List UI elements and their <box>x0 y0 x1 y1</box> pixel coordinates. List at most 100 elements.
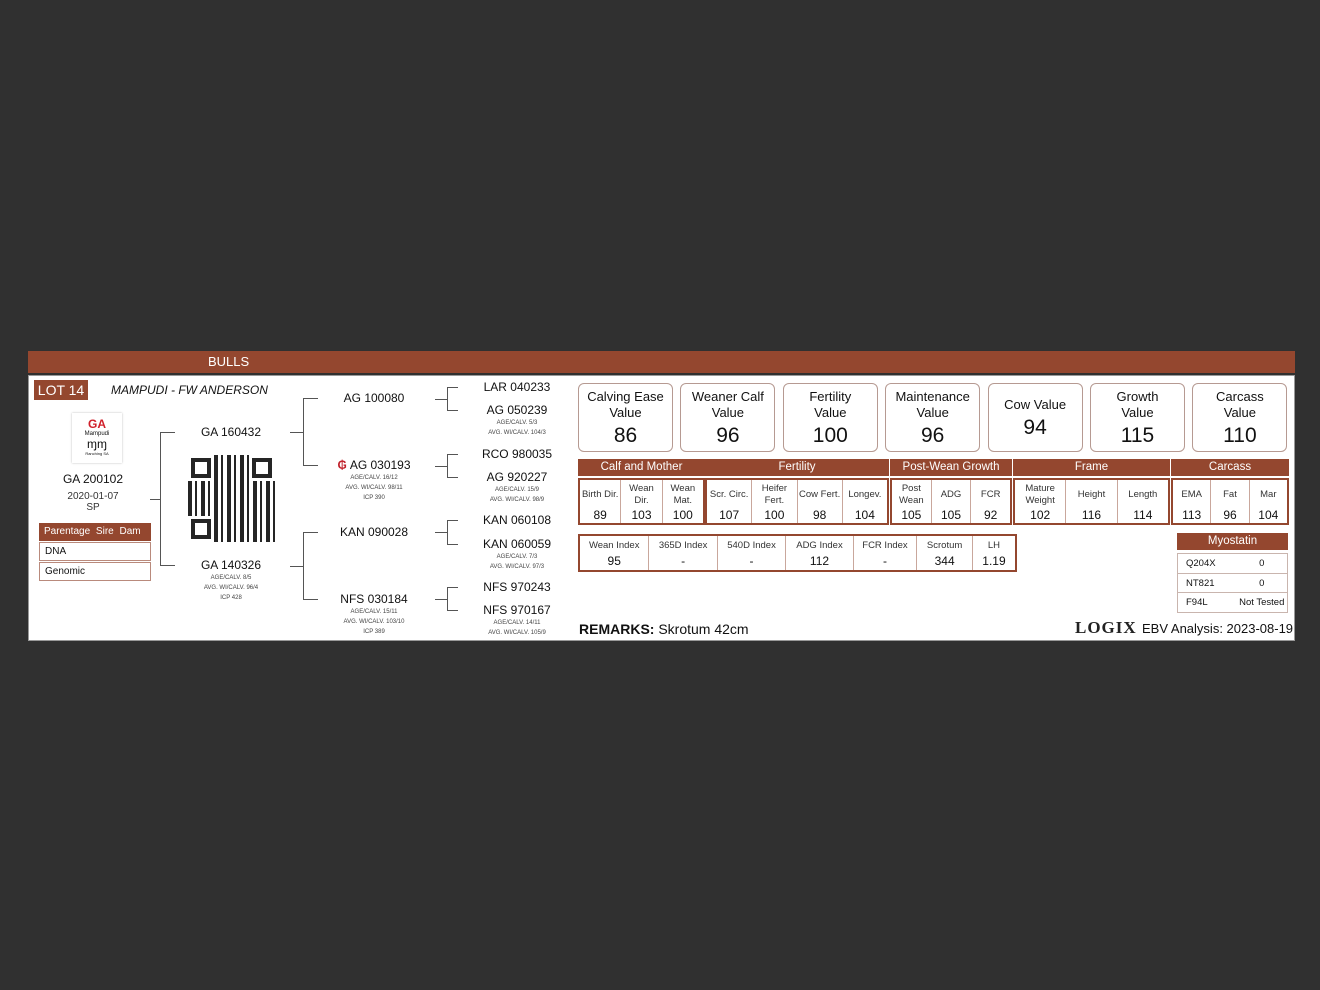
value-card-value: 100 <box>812 424 848 447</box>
ebv-group-header: Calf and Mother <box>578 459 705 476</box>
ebv-value: 92 <box>984 508 998 522</box>
pedigree-dam-detail: AVG. WI/CALV. 96/4 <box>203 585 259 591</box>
banner-title: BULLS <box>208 354 250 369</box>
pedigree-ssd-id: AG 050239 <box>487 403 548 417</box>
index-label: 540D Index <box>727 540 776 551</box>
index-cell: FCR Index - <box>854 536 918 570</box>
value-card-label: Value <box>1223 405 1257 420</box>
pedigree-connector <box>435 599 447 600</box>
pedigree-ddd-detail: AVG. WI/CALV. 105/9 <box>488 630 546 636</box>
pedigree-dd-detail: AGE/CALV. 15/11 <box>350 609 398 615</box>
pedigree-id-text: NFS 030184 <box>340 592 408 606</box>
ebv-label: Fat <box>1223 489 1237 500</box>
index-table: Wean Index 95 365D Index - 540D Index - ADG In… <box>578 534 1017 572</box>
ebv-group-body: Scr. Circ. 107 Heifer Fert. 100 Cow Fert. 98 L… <box>705 478 889 525</box>
value-card-value: 96 <box>716 424 740 447</box>
myostatin-row: F94L Not Tested <box>1177 593 1288 613</box>
index-cell: 365D Index - <box>649 536 718 570</box>
ebv-cell: Height 116 <box>1066 480 1118 523</box>
logo-text: Mampudi <box>84 431 110 437</box>
pedigree-dd-id: NFS 030184 <box>340 592 407 606</box>
myostatin-result: 0 <box>1259 577 1265 589</box>
pedigree-id-text: KAN 060108 <box>482 513 552 527</box>
ebv-value: 89 <box>593 508 607 522</box>
index-value: 1.19 <box>982 554 1006 568</box>
value-card-label: Calving Ease <box>587 389 664 404</box>
pedigree-bracket <box>447 544 458 545</box>
ebv-value: 104 <box>1258 508 1279 522</box>
pedigree-dsd-id: KAN 060059 <box>483 537 551 551</box>
owner-name: MAMPUDI - FW ANDERSON <box>111 383 268 397</box>
ebv-group-header: Fertility <box>705 459 889 476</box>
value-card-label: Cow Value <box>1004 397 1067 412</box>
ebv-value: 113 <box>1182 508 1202 522</box>
pedigree-bracket <box>447 587 458 588</box>
pedigree-bracket <box>303 398 318 399</box>
value-card-value: 115 <box>1120 424 1155 447</box>
pedigree-ssd-detail: AGE/CALV. 5/3 <box>496 420 538 426</box>
index-value: 112 <box>809 554 830 568</box>
pedigree-connector <box>290 566 303 567</box>
pedigree-bracket <box>447 610 458 611</box>
pedigree-sdd-detail: AGE/CALV. 15/9 <box>494 487 540 493</box>
pedigree-dd-detail: ICP 389 <box>363 629 385 635</box>
value-card-label: Value <box>1121 405 1154 420</box>
index-value: - <box>681 554 686 568</box>
ebv-cell: Birth Dir. 89 <box>580 480 622 523</box>
logix-logo: LOGIX <box>1075 618 1137 637</box>
ebv-analysis-date: EBV Analysis: 2023-08-19 <box>1142 621 1294 636</box>
pedigree-id-text: AG 050239 <box>486 403 548 417</box>
index-cell: LH 1.19 <box>973 536 1015 570</box>
ebv-cell: Cow Fert. 98 <box>798 480 843 523</box>
myostatin-table: Myostatin Q204X 0 NT821 0 F94L Not Tested <box>1177 533 1288 613</box>
myostatin-gene: NT821 <box>1186 577 1215 589</box>
pedigree-id-text: KAN 090028 <box>339 525 409 539</box>
pedigree-dam-id: GA 140326 <box>201 558 261 572</box>
value-card-value: 96 <box>921 424 945 447</box>
myostatin-row: NT821 0 <box>1177 573 1288 593</box>
ebv-value: 102 <box>1030 508 1051 522</box>
ebv-label: Mar <box>1260 489 1277 500</box>
myostatin-row: Q204X 0 <box>1177 554 1288 574</box>
ebv-group: Carcass EMA 113 Fat 96 Mar 104 <box>1171 459 1289 525</box>
pedigree-dam-detail: AGE/CALV. 8/5 <box>210 575 252 581</box>
ebv-group: Post-Wean Growth Post Wean 105 ADG 105 FCR 92 <box>890 459 1012 525</box>
ebv-value: 107 <box>719 508 740 522</box>
category-banner: BULLS <box>28 351 1295 373</box>
pedigree-bracket <box>447 387 448 410</box>
index-label: Scrotum <box>926 540 963 551</box>
qr-code[interactable] <box>188 455 275 542</box>
index-value: - <box>749 554 754 568</box>
pedigree-bracket <box>447 587 448 610</box>
pedigree-bracket <box>160 565 175 566</box>
parentage-header: Parentage Sire Dam <box>39 523 151 541</box>
index-cell: Scrotum 344 <box>917 536 973 570</box>
value-card-label: Value <box>711 405 745 420</box>
ebv-value: 105 <box>901 508 922 522</box>
pedigree-bracket <box>447 387 458 388</box>
pedigree-ss-id: AG 100080 <box>344 391 405 405</box>
parentage-row-dna: DNA <box>39 542 151 561</box>
index-cell: Wean Index 95 <box>580 536 650 570</box>
logo-text: GA <box>88 417 106 431</box>
ebv-group: Calf and Mother Birth Dir. 89 Wean Dir. 103 W… <box>578 459 705 525</box>
pedigree-connector <box>290 432 303 433</box>
pedigree-id-text: AG 030193 <box>349 458 411 472</box>
qr-finder <box>188 516 214 542</box>
ebv-cell: Scr. Circ. 107 <box>707 480 753 523</box>
pedigree-bracket <box>303 465 318 466</box>
ebv-value: 100 <box>672 508 693 522</box>
value-card-label: Weaner Calf <box>691 389 764 404</box>
pedigree-dds-id: NFS 970243 <box>483 580 550 594</box>
cattle-mark-icon: ɱɱ <box>87 437 107 451</box>
ebv-group-body: Mature Weight 102 Height 116 Length 114 <box>1013 478 1170 525</box>
ebv-cell: Wean Dir. 103 <box>621 480 663 523</box>
pedigree-bracket <box>303 532 304 599</box>
qr-finder <box>249 455 275 481</box>
value-card: Growth Value 115 <box>1090 383 1185 452</box>
pedigree-sd-detail: AVG. WI/CALV. 98/11 <box>345 485 403 491</box>
ebv-cell: EMA 113 <box>1173 480 1212 523</box>
pedigree-sd-detail: AGE/CALV. 16/12 <box>350 475 398 481</box>
ebv-label: Wean Mat. <box>670 483 696 506</box>
pedigree-id-text: NFS 970167 <box>483 603 551 617</box>
